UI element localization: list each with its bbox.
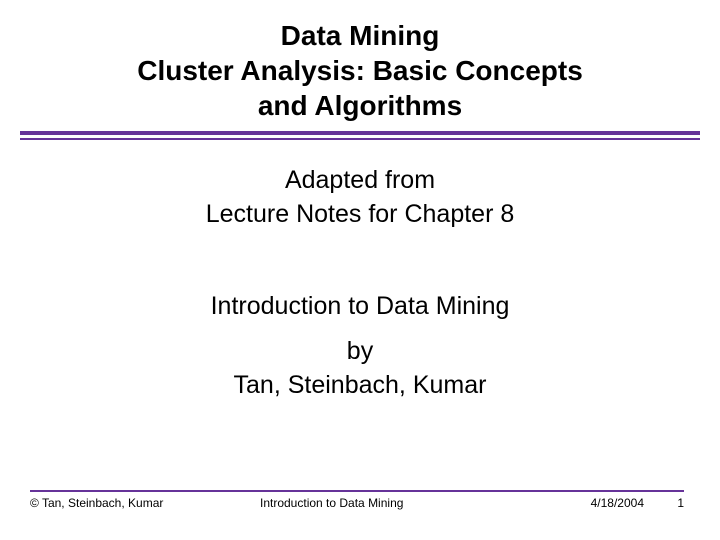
title-line-1: Data Mining <box>40 18 680 53</box>
divider-thick <box>20 131 700 135</box>
slide-title: Data Mining Cluster Analysis: Basic Conc… <box>40 18 680 123</box>
adapted-line: Adapted from <box>40 164 680 198</box>
footer-row: © Tan, Steinbach, Kumar Introduction to … <box>30 496 684 510</box>
divider-thin <box>20 138 700 140</box>
body-section-adapted: Adapted from Lecture Notes for Chapter 8 <box>40 164 680 232</box>
authors-line: Tan, Steinbach, Kumar <box>40 369 680 403</box>
title-line-2: Cluster Analysis: Basic Concepts <box>40 53 680 88</box>
intro-line: Introduction to Data Mining <box>40 290 680 324</box>
body-section-intro: Introduction to Data Mining <box>40 290 680 324</box>
body-section-authors: by Tan, Steinbach, Kumar <box>40 335 680 403</box>
slide-footer: © Tan, Steinbach, Kumar Introduction to … <box>0 490 720 510</box>
footer-divider <box>30 490 684 492</box>
title-divider <box>20 131 700 140</box>
lecture-line: Lecture Notes for Chapter 8 <box>40 198 680 232</box>
slide-container: Data Mining Cluster Analysis: Basic Conc… <box>0 0 720 540</box>
footer-date: 4/18/2004 <box>544 496 644 510</box>
footer-center: Introduction to Data Mining <box>250 496 544 510</box>
title-line-3: and Algorithms <box>40 88 680 123</box>
footer-copyright: © Tan, Steinbach, Kumar <box>30 496 250 510</box>
footer-page: 1 <box>644 496 684 510</box>
by-line: by <box>40 335 680 369</box>
